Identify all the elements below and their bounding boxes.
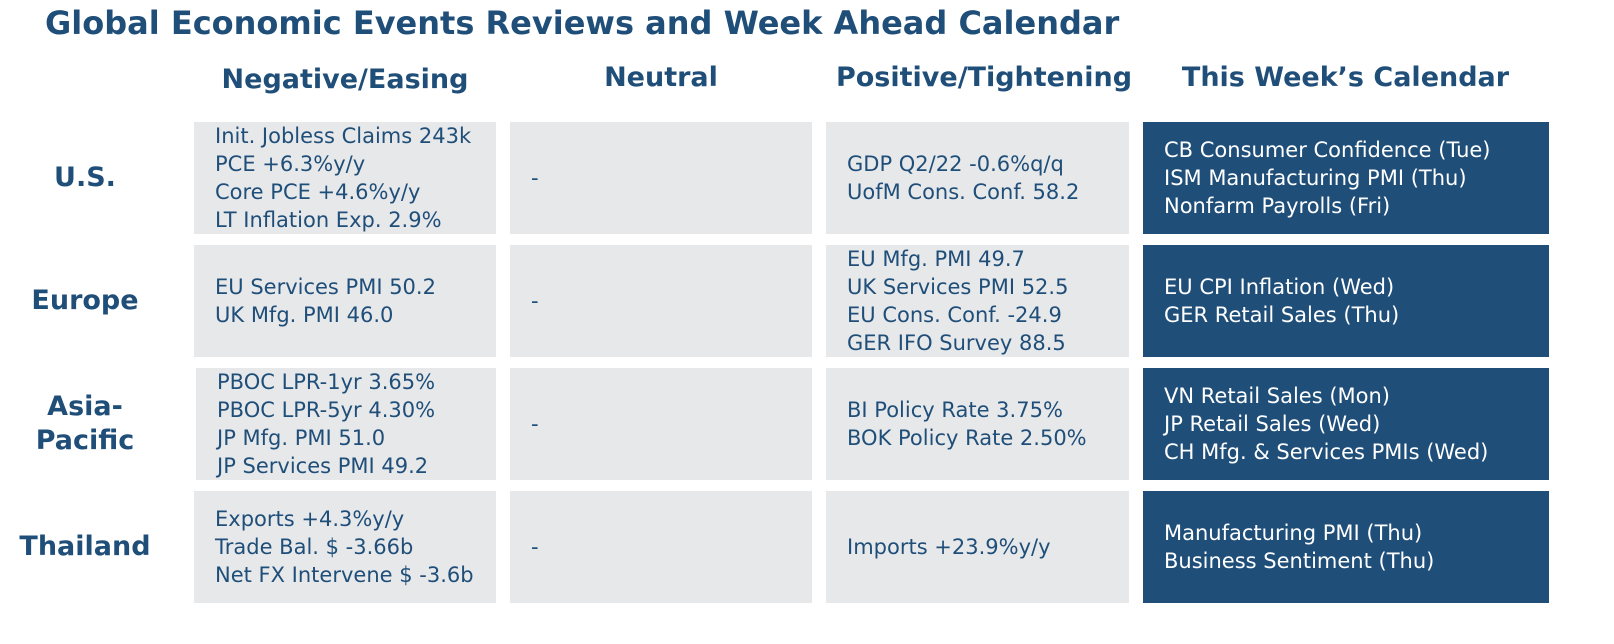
cell-line: -	[531, 289, 539, 313]
cell-line: PBOC LPR-5yr 4.30%	[217, 398, 436, 422]
cell-europe-neutral: -	[510, 245, 812, 357]
cell-line: JP Services PMI 49.2	[217, 454, 429, 478]
column-header-positive-tightening: Positive/Tightening	[835, 62, 1133, 93]
cell-line: Core PCE +4.6%y/y	[215, 180, 421, 204]
row-label-europe: Europe	[31, 285, 139, 317]
column-header-neutral: Neutral	[604, 62, 718, 93]
cell-line: UofM Cons. Conf. 58.2	[847, 180, 1080, 204]
row-label-asia-pacific: Asia- Pacific	[0, 368, 170, 480]
calendar-event: Business Sentiment (Thu)	[1164, 549, 1435, 573]
cell-line: UK Services PMI 52.5	[847, 275, 1069, 299]
calendar-event: EU CPI Inflation (Wed)	[1164, 275, 1395, 299]
calendar-event: ISM Manufacturing PMI (Thu)	[1164, 166, 1467, 190]
cell-thailand-positive: Imports +23.9%y/y	[826, 491, 1129, 603]
cell-thailand-calendar: Manufacturing PMI (Thu) Business Sentime…	[1143, 491, 1549, 603]
cell-line: Imports +23.9%y/y	[847, 535, 1051, 559]
cell-line: PCE +6.3%y/y	[215, 152, 366, 176]
cell-line: -	[531, 535, 539, 559]
row-label-asia-pacific-line-1: Asia-	[47, 391, 123, 423]
cell-europe-calendar: EU CPI Inflation (Wed) GER Retail Sales …	[1143, 245, 1549, 357]
cell-line: BI Policy Rate 3.75%	[847, 398, 1063, 422]
cell-asia-pacific-positive: BI Policy Rate 3.75% BOK Policy Rate 2.5…	[826, 368, 1129, 480]
cell-line: Net FX Intervene $ -3.6b	[215, 563, 474, 587]
column-header-this-weeks-calendar: This Week’s Calendar	[1181, 62, 1510, 93]
page-title: Global Economic Events Reviews and Week …	[45, 4, 1120, 42]
row-label-asia-pacific-line-2: Pacific	[35, 425, 135, 456]
cell-line: BOK Policy Rate 2.50%	[847, 426, 1087, 450]
calendar-event: Nonfarm Payrolls (Fri)	[1164, 194, 1391, 218]
row-label-us: U.S.	[54, 162, 116, 194]
calendar-event: JP Retail Sales (Wed)	[1164, 412, 1381, 436]
column-header-negative-easing: Negative/Easing	[221, 64, 469, 95]
cell-line: LT Inflation Exp. 2.9%	[215, 208, 442, 232]
cell-line: GER IFO Survey 88.5	[847, 331, 1066, 355]
cell-asia-pacific-negative: PBOC LPR-1yr 3.65% PBOC LPR-5yr 4.30% JP…	[196, 368, 496, 480]
cell-thailand-negative: Exports +4.3%y/y Trade Bal. $ -3.66b Net…	[194, 491, 496, 603]
cell-asia-pacific-neutral: -	[510, 368, 812, 480]
cell-line: Init. Jobless Claims 243k	[215, 124, 472, 148]
calendar-event: CH Mfg. & Services PMIs (Wed)	[1164, 440, 1489, 464]
cell-line: JP Mfg. PMI 51.0	[217, 426, 386, 450]
calendar-event: VN Retail Sales (Mon)	[1164, 384, 1390, 408]
calendar-event: GER Retail Sales (Thu)	[1164, 303, 1400, 327]
calendar-event: Manufacturing PMI (Thu)	[1164, 521, 1423, 545]
cell-europe-negative: EU Services PMI 50.2 UK Mfg. PMI 46.0	[194, 245, 496, 357]
cell-asia-pacific-calendar: VN Retail Sales (Mon) JP Retail Sales (W…	[1143, 368, 1549, 480]
cell-thailand-neutral: -	[510, 491, 812, 603]
cell-us-positive: GDP Q2/22 -0.6%q/q UofM Cons. Conf. 58.2	[826, 122, 1129, 234]
cell-line: -	[531, 412, 539, 436]
cell-line: EU Mfg. PMI 49.7	[847, 247, 1025, 271]
cell-line: EU Cons. Conf. -24.9	[847, 303, 1062, 327]
cell-us-calendar: CB Consumer Confidence (Tue) ISM Manufac…	[1143, 122, 1549, 234]
cell-line: Exports +4.3%y/y	[215, 507, 405, 531]
row-label-thailand: Thailand	[19, 531, 151, 563]
calendar-event: CB Consumer Confidence (Tue)	[1164, 138, 1491, 162]
cell-line: GDP Q2/22 -0.6%q/q	[847, 152, 1064, 176]
cell-us-neutral: -	[510, 122, 812, 234]
cell-line: EU Services PMI 50.2	[215, 275, 436, 299]
cell-line: PBOC LPR-1yr 3.65%	[217, 370, 436, 394]
cell-line: -	[531, 166, 539, 190]
cell-line: UK Mfg. PMI 46.0	[215, 303, 394, 327]
cell-europe-positive: EU Mfg. PMI 49.7 UK Services PMI 52.5 EU…	[826, 245, 1129, 357]
cell-us-negative: Init. Jobless Claims 243k PCE +6.3%y/y C…	[194, 122, 496, 234]
cell-line: Trade Bal. $ -3.66b	[215, 535, 414, 559]
